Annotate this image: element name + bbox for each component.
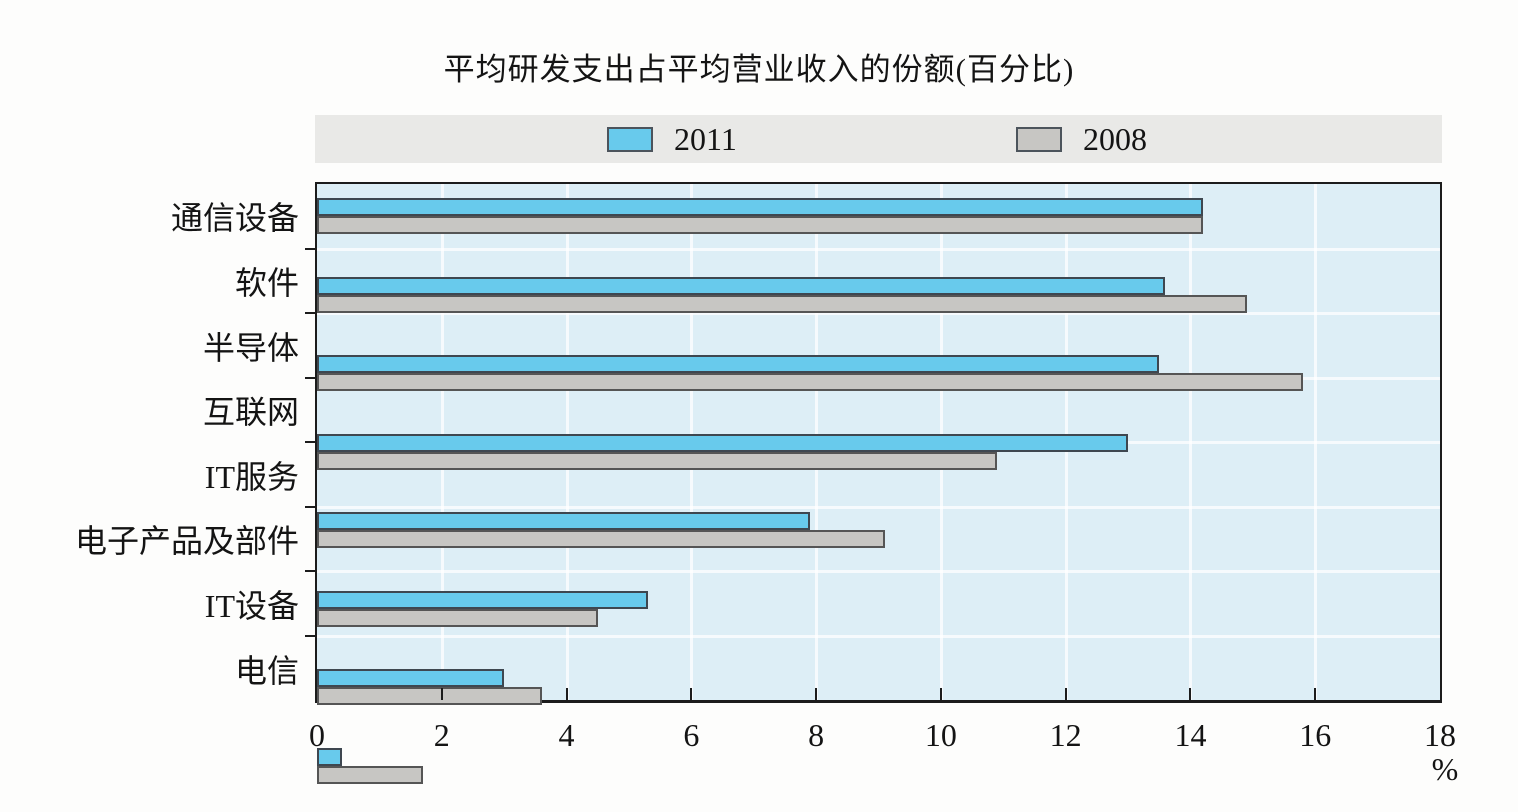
y-axis-tick-2 xyxy=(305,312,315,314)
y-axis-tick-3 xyxy=(305,377,315,379)
bar-2011-8 xyxy=(317,748,342,766)
y-axis-tick-4 xyxy=(305,441,315,443)
axis-tick-layer xyxy=(317,184,1440,700)
legend-label-2008: 2008 xyxy=(1083,123,1147,155)
y-axis-tick-1 xyxy=(305,248,315,250)
x-axis-tick-10 xyxy=(940,688,942,700)
category-label-2: 软件 xyxy=(0,249,299,314)
category-label-5: IT服务 xyxy=(0,443,299,508)
legend-item-2008: 2008 xyxy=(1016,115,1147,163)
category-row-8 xyxy=(317,748,1440,812)
y-axis-tick-7 xyxy=(305,635,315,637)
bar-2008-8 xyxy=(317,766,423,784)
category-label-6: 电子产品及部件 xyxy=(0,507,299,572)
plot-area xyxy=(315,182,1442,703)
y-axis-tick-6 xyxy=(305,570,315,572)
y-axis-tick-5 xyxy=(305,506,315,508)
x-axis-tick-12 xyxy=(1065,688,1067,700)
x-axis-tick-8 xyxy=(815,688,817,700)
x-axis-tick-2 xyxy=(441,688,443,700)
legend: 2011 2008 xyxy=(315,115,1442,163)
legend-swatch-2011 xyxy=(607,127,653,152)
category-label-1: 通信设备 xyxy=(0,184,299,249)
x-axis-tick-4 xyxy=(566,688,568,700)
legend-swatch-2008 xyxy=(1016,127,1062,152)
category-label-7: IT设备 xyxy=(0,572,299,637)
category-label-8: 电信 xyxy=(0,636,299,701)
legend-label-2011: 2011 xyxy=(674,123,737,155)
x-axis-tick-6 xyxy=(690,688,692,700)
legend-item-2011: 2011 xyxy=(607,115,737,163)
x-axis-tick-16 xyxy=(1314,688,1316,700)
x-axis-tick-14 xyxy=(1189,688,1191,700)
category-label-4: 互联网 xyxy=(0,378,299,443)
chart-title: 平均研发支出占平均营业收入的份额(百分比) xyxy=(0,44,1518,89)
category-label-3: 半导体 xyxy=(0,313,299,378)
